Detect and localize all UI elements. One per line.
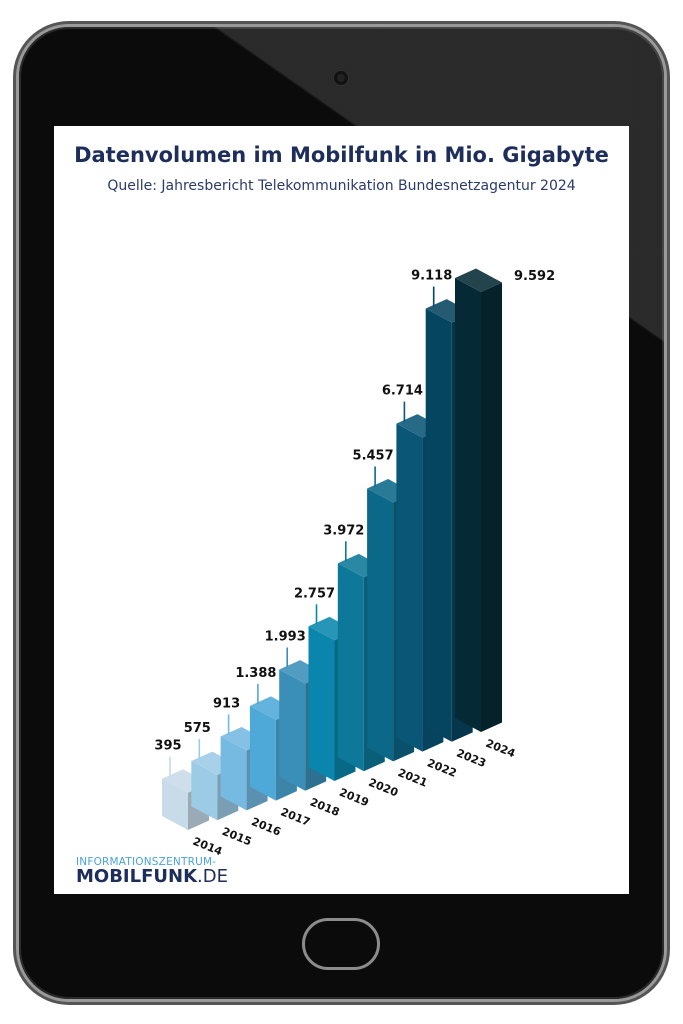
bar-front-face (162, 778, 188, 830)
chart-subtitle: Quelle: Jahresbericht Telekommunikation … (107, 178, 576, 194)
logo: MOBILFUNK.DE (76, 866, 228, 887)
value-label: 6.714 (382, 384, 423, 399)
value-label: 395 (154, 739, 181, 754)
category-label: 2023 (455, 747, 488, 771)
bar-front-face (367, 488, 394, 762)
value-label: 2.757 (294, 586, 335, 601)
category-label: 2024 (484, 737, 518, 761)
value-label: 3.972 (323, 523, 364, 538)
value-label: 913 (213, 696, 240, 711)
chart-title: Datenvolumen im Mobilfunk in Mio. Gigaby… (74, 143, 609, 167)
home-button-icon[interactable] (302, 918, 380, 970)
category-label: 2022 (425, 756, 458, 780)
bar-front-face (455, 278, 481, 732)
category-label: 2018 (308, 796, 341, 820)
bar-front-face (425, 308, 452, 742)
value-label: 5.457 (353, 448, 394, 463)
tablet-screen: Datenvolumen im Mobilfunk in Mio. Gigaby… (54, 126, 629, 894)
value-label: 1.993 (265, 630, 306, 645)
category-label: 2016 (249, 815, 283, 839)
bar-front-face (308, 626, 335, 781)
value-label: 575 (184, 721, 211, 736)
bar-side-face (481, 282, 502, 732)
value-label: 1.388 (235, 666, 276, 681)
category-label: 2017 (279, 805, 312, 829)
bar-2024 (455, 268, 502, 732)
bar-top-face (455, 268, 502, 292)
bar-front-face (191, 761, 218, 821)
category-label: 2014 (191, 835, 225, 859)
category-label: 2015 (220, 825, 253, 849)
logo-bold: MOBILFUNK (76, 866, 198, 887)
logo-line1: INFORMATIONSZENTRUM- (76, 856, 217, 868)
bar-front-face (337, 563, 364, 772)
bar-chart: 2014201520162017201820192020202120222023… (154, 268, 555, 859)
value-label: 9.118 (411, 269, 452, 284)
category-label: 2019 (337, 786, 370, 810)
bar-front-face (220, 736, 247, 811)
category-label: 2020 (367, 776, 401, 800)
bar-front-face (279, 669, 306, 791)
camera-icon (334, 71, 348, 85)
bar-front-face (396, 423, 423, 752)
logo-suffix: .DE (197, 866, 228, 887)
value-label: 9.592 (514, 269, 555, 284)
bar-front-face (249, 705, 276, 801)
category-label: 2021 (396, 766, 429, 790)
